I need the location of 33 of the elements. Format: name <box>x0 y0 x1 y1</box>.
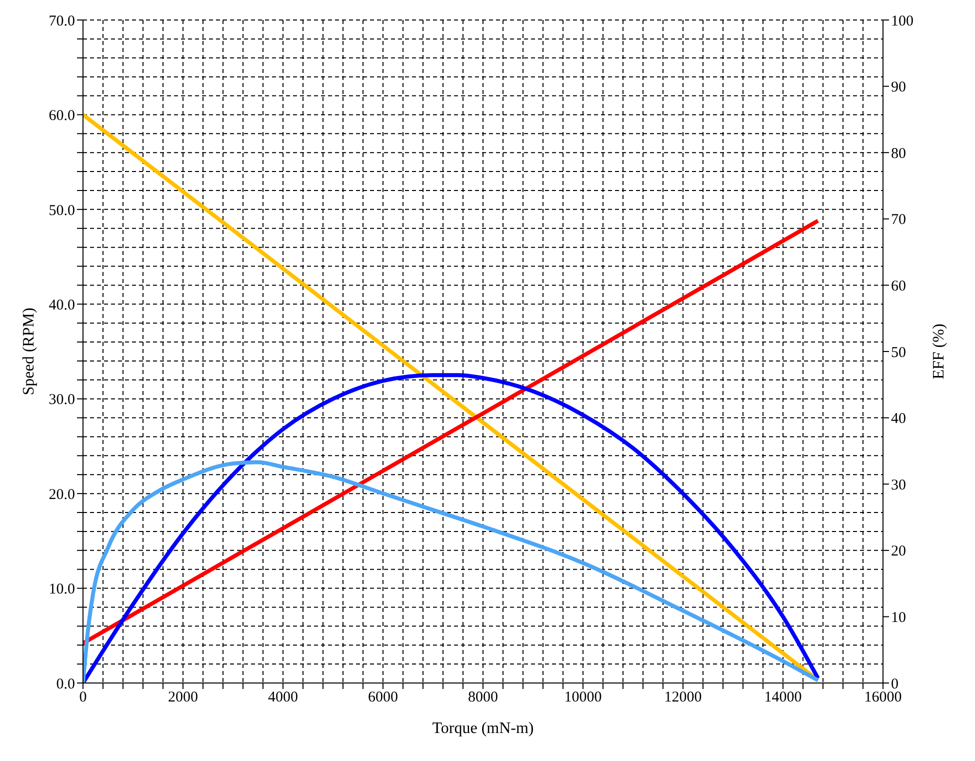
x-tick-label: 16000 <box>864 690 902 706</box>
y-tick-label: 70.0 <box>48 13 75 30</box>
y-tick-label: 60.0 <box>48 108 75 124</box>
y-tick-label: 0.0 <box>56 676 75 692</box>
y-tick-label: 40.0 <box>48 297 75 314</box>
y2-tick-label: 100 <box>891 13 914 30</box>
y2-tick-label: 40 <box>891 411 906 428</box>
y2-axis-title: EFF (%) <box>930 324 948 380</box>
x-tick-label: 12000 <box>664 690 702 706</box>
y2-tick-label: 20 <box>891 544 906 560</box>
y2-tick-label: 80 <box>891 146 906 162</box>
y-tick-label: 50.0 <box>48 202 75 219</box>
x-tick-label: 4000 <box>268 690 298 706</box>
x-tick-label: 8000 <box>468 690 498 706</box>
y-tick-label: 20.0 <box>48 486 75 503</box>
y-axis-title: Speed (RPM) <box>20 308 38 396</box>
y-tick-label: 30.0 <box>48 392 75 408</box>
x-tick-label: 10000 <box>564 690 602 706</box>
y2-tick-label: 70 <box>891 212 906 228</box>
x-axis-title: Torque (mN-m) <box>432 720 534 737</box>
x-tick-label: 6000 <box>368 690 398 706</box>
y2-tick-label: 30 <box>891 477 906 494</box>
y-tick-label: 10.0 <box>48 582 75 598</box>
y2-tick-label: 90 <box>891 80 906 96</box>
x-tick-label: 2000 <box>168 690 198 706</box>
x-tick-label: 0 <box>79 690 87 706</box>
y2-tick-label: 50 <box>891 344 906 361</box>
y2-tick-label: 10 <box>891 610 906 626</box>
y2-tick-label: 60 <box>891 278 906 295</box>
line-series <box>83 460 820 683</box>
x-tick-label: 14000 <box>764 690 802 706</box>
line-series <box>83 373 820 683</box>
y2-tick-label: 0 <box>891 676 898 692</box>
